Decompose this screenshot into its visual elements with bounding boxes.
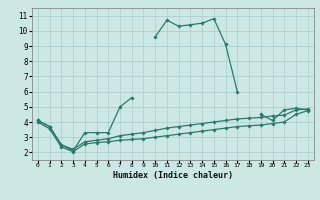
- X-axis label: Humidex (Indice chaleur): Humidex (Indice chaleur): [113, 171, 233, 180]
